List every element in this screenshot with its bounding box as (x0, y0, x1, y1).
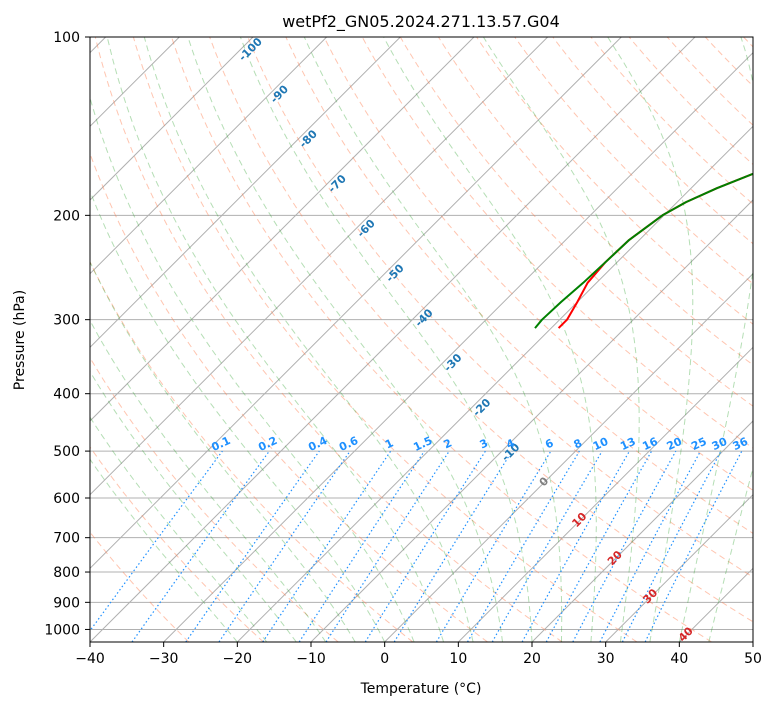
moist-adiabat-line (383, 37, 597, 642)
moist-adiabat-line (678, 37, 753, 642)
chart-title: wetPf2_GN05.2024.271.13.57.G04 (282, 12, 560, 32)
profile-lines (534, 172, 753, 329)
dry-adiabat-line (171, 37, 712, 642)
x-tick-label: 50 (744, 651, 762, 667)
mixing-ratio-line (393, 450, 513, 642)
x-tick-label: −30 (149, 651, 179, 667)
isotherm-line (90, 37, 328, 275)
dry-adiabat-line (552, 37, 753, 245)
mixing-ratio-line (325, 450, 450, 642)
dry-adiabat-line (285, 37, 753, 534)
mixing-ratio-label: 16 (640, 435, 660, 453)
y-tick-label: 500 (53, 444, 80, 460)
dry-adiabat-line (323, 37, 753, 492)
mixing-ratio-line (131, 450, 270, 642)
y-tick-label: 1000 (44, 622, 80, 638)
moist-adiabat-line (90, 319, 327, 642)
x-tick-label: 10 (449, 651, 467, 667)
y-tick-label: 700 (53, 531, 80, 547)
moist-adiabat-line (607, 37, 694, 642)
mixing-ratio-line (644, 450, 743, 642)
mixing-ratio-line (218, 450, 351, 642)
mixing-ratio-line (572, 450, 677, 642)
x-tick-label: 20 (523, 651, 541, 667)
dry-adiabat-line (399, 37, 753, 407)
x-axis-title: Temperature (°C) (360, 681, 482, 697)
y-tick-label: 400 (53, 387, 80, 403)
mixing-ratio-label: 25 (689, 435, 708, 453)
dry-adiabat-line (209, 37, 753, 623)
dry-adiabat-line (94, 37, 563, 642)
mixing-ratio-line (90, 450, 223, 632)
dry-adiabat-line (132, 37, 638, 642)
mixing-ratio-line (262, 450, 392, 642)
moist-adiabat-line (239, 37, 533, 642)
moist-adiabat-line (143, 37, 474, 642)
mixing-ratio-label: 30 (710, 435, 730, 453)
mixing-ratio-line (298, 450, 425, 642)
moist-adiabat-line (90, 96, 415, 642)
x-tick-label: 0 (380, 651, 389, 667)
dry-adiabat-line (247, 37, 753, 578)
isotherm-line (531, 420, 753, 642)
isotherm-line (163, 51, 753, 642)
y-tick-label: 600 (53, 491, 80, 507)
mixing-ratio-label: 20 (665, 435, 685, 453)
isotherm-line (90, 37, 549, 496)
dry-adiabat-line (90, 446, 264, 642)
isotherm-line (90, 37, 254, 201)
dry-adiabat-line (514, 37, 753, 285)
mixing-ratio-line (545, 450, 653, 642)
mixing-ratio-line (185, 450, 320, 642)
moist-adiabat-line (303, 37, 563, 642)
y-tick-label: 200 (53, 208, 80, 224)
mixing-ratio-label: 36 (731, 435, 751, 453)
plot-frame (89, 36, 754, 643)
dry-adiabat-line (361, 37, 753, 449)
x-tick-label: 30 (597, 651, 615, 667)
isotherm-line (384, 272, 753, 642)
isotherm-line (605, 493, 753, 642)
dewpoint-profile-line (534, 172, 753, 329)
y-tick-label: 800 (53, 565, 80, 581)
moist-adiabat-line (708, 466, 753, 642)
dry-adiabat-line (437, 37, 753, 366)
moist-adiabat-line (90, 416, 268, 642)
mixing-ratio-line (521, 450, 631, 642)
moist-adiabat-line (187, 37, 503, 642)
y-tick-label: 300 (53, 313, 80, 329)
isotherm-line (457, 346, 753, 642)
background-lines (90, 37, 753, 642)
moist-adiabat-line (482, 37, 640, 642)
x-tick-label: 40 (670, 651, 688, 667)
y-tick-label: 100 (53, 30, 80, 46)
x-ticks: −40 −30 −20 −10 0 10 20 30 40 50 (75, 642, 762, 667)
moist-adiabat-line (90, 260, 356, 642)
mixing-ratio-label: 10 (591, 435, 611, 453)
y-axis-title: Pressure (hPa) (12, 290, 28, 390)
mixing-ratio-label: 13 (618, 435, 637, 453)
isotherm-line (90, 37, 696, 642)
x-tick-label: −40 (75, 651, 105, 667)
isotherm-line (90, 37, 475, 422)
dry-adiabat-line (90, 152, 488, 642)
y-tick-label: 900 (53, 595, 80, 611)
isotherm-line (236, 125, 753, 642)
moist-adiabat-line (90, 189, 386, 642)
moist-adiabat-line (90, 458, 238, 642)
x-tick-label: −10 (296, 651, 326, 667)
moist-adiabat-line (90, 370, 297, 642)
x-tick-label: −20 (223, 651, 253, 667)
y-ticks: 100 200 300 400 500 600 700 800 900 1000 (44, 30, 90, 638)
isotherm-line (90, 37, 622, 570)
dry-adiabat-line (90, 260, 414, 642)
moist-adiabat-line (106, 37, 445, 642)
isotherm-line (310, 199, 753, 642)
isotherm-line (90, 37, 401, 349)
